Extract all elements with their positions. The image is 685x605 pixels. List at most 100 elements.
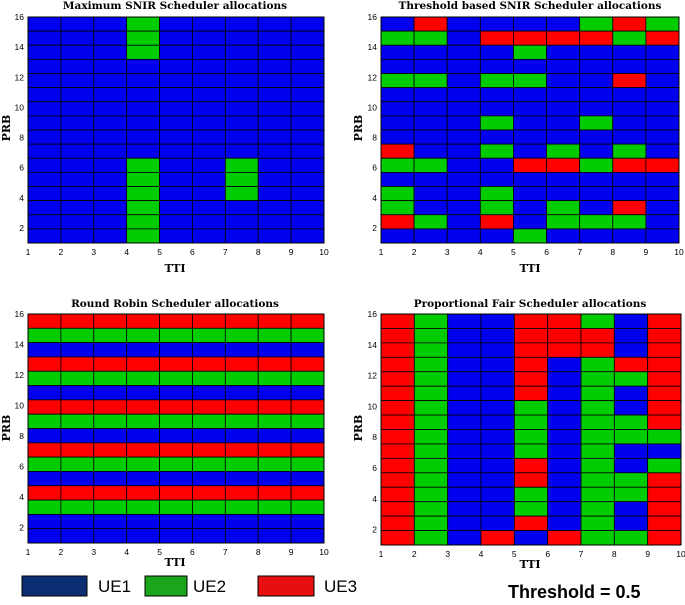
y-tick-label: 2: [372, 525, 377, 535]
cell-ue1: [93, 115, 128, 131]
cell-ue1: [579, 143, 614, 159]
cell-ue1: [645, 186, 680, 202]
legend: UE1 UE2 UE3: [21, 575, 357, 597]
cell-ue1: [647, 443, 682, 459]
cell-ue1: [446, 101, 481, 117]
cell-ue1: [27, 143, 62, 159]
x-axis-label: TTI: [164, 262, 185, 275]
cell-ue1: [60, 16, 95, 32]
cell-ue1: [257, 30, 292, 46]
x-tick-label: 10: [319, 547, 329, 557]
cell-ue1: [547, 457, 582, 474]
cell-ue1: [613, 342, 649, 358]
cell-ue3: [380, 342, 415, 358]
cell-ue2: [126, 413, 160, 429]
y-tick-label: 10: [15, 102, 25, 112]
cell-ue1: [290, 471, 325, 487]
cell-ue3: [192, 485, 226, 501]
y-tick-label: 2: [19, 223, 24, 233]
cell-ue1: [446, 200, 481, 216]
cell-ue1: [413, 143, 448, 159]
cell-ue1: [192, 73, 226, 89]
cell-ue3: [645, 30, 680, 46]
cell-ue1: [645, 87, 680, 103]
legend-label-ue3: UE3: [324, 577, 357, 596]
cell-ue1: [612, 101, 647, 117]
cell-ue3: [27, 313, 62, 329]
cell-ue1: [192, 171, 226, 187]
cell-ue1: [645, 143, 680, 159]
cell-ue1: [60, 157, 95, 173]
cell-ue2: [413, 472, 449, 488]
cell-ue1: [192, 87, 226, 103]
cell-ue2: [93, 370, 128, 386]
cell-ue2: [126, 214, 160, 230]
cell-ue2: [613, 414, 649, 430]
cell-ue1: [192, 385, 226, 401]
panel-title: Threshold based SNIR Scheduler allocatio…: [399, 0, 662, 12]
cell-ue1: [447, 414, 482, 430]
cell-ue1: [60, 385, 95, 401]
cell-ue2: [580, 356, 615, 373]
cell-ue3: [93, 399, 128, 415]
cell-ue2: [380, 30, 415, 46]
cell-ue1: [547, 472, 582, 488]
cell-ue3: [192, 399, 226, 415]
cell-ue1: [27, 428, 62, 444]
cell-ue1: [159, 30, 193, 46]
cell-ue1: [60, 228, 95, 244]
cell-ue2: [513, 73, 547, 89]
cell-ue3: [479, 214, 514, 230]
cell-ue1: [479, 171, 514, 187]
cell-ue2: [380, 200, 415, 216]
cell-ue2: [192, 499, 226, 515]
cell-ue3: [547, 342, 582, 358]
cell-ue2: [126, 370, 160, 386]
cell-ue1: [224, 228, 259, 244]
y-tick-label: 4: [372, 193, 377, 203]
cell-ue1: [60, 87, 95, 103]
cell-ue1: [513, 115, 547, 131]
cell-ue1: [192, 58, 226, 74]
cell-ue1: [290, 214, 325, 230]
cell-ue2: [580, 443, 615, 459]
cell-ue1: [547, 501, 582, 517]
cell-ue1: [290, 528, 325, 544]
cell-ue1: [480, 356, 515, 373]
cell-ue1: [192, 44, 226, 60]
cell-ue3: [380, 472, 415, 488]
cell-ue2: [580, 385, 615, 402]
cell-ue1: [126, 87, 160, 103]
cell-ue1: [546, 58, 581, 74]
cell-ue1: [60, 214, 95, 230]
cell-ue1: [290, 73, 325, 89]
cell-ue2: [224, 370, 259, 386]
cell-ue1: [546, 186, 581, 202]
cell-ue1: [413, 228, 448, 244]
y-tick-label: 6: [19, 462, 24, 472]
cell-ue2: [290, 327, 325, 344]
cell-ue1: [579, 129, 614, 145]
cell-ue1: [126, 129, 160, 145]
cell-ue1: [613, 313, 649, 329]
cell-ue1: [513, 87, 547, 103]
cell-ue1: [446, 58, 481, 74]
cell-ue1: [93, 385, 128, 401]
cell-ue1: [446, 44, 481, 60]
cell-ue1: [159, 528, 193, 544]
cell-ue3: [290, 442, 325, 458]
cell-ue1: [192, 200, 226, 216]
cell-ue1: [480, 414, 515, 430]
x-tick-label: 1: [26, 247, 31, 257]
cell-ue1: [27, 228, 62, 244]
cell-ue1: [257, 428, 292, 444]
cell-ue1: [413, 101, 448, 117]
cell-ue1: [60, 115, 95, 131]
x-tick-label: 9: [645, 549, 650, 559]
cell-ue2: [580, 400, 615, 416]
cell-ue2: [513, 228, 547, 244]
cell-ue2: [513, 44, 547, 60]
cell-ue1: [257, 129, 292, 145]
cell-ue3: [513, 515, 549, 531]
cell-ue1: [257, 513, 292, 530]
